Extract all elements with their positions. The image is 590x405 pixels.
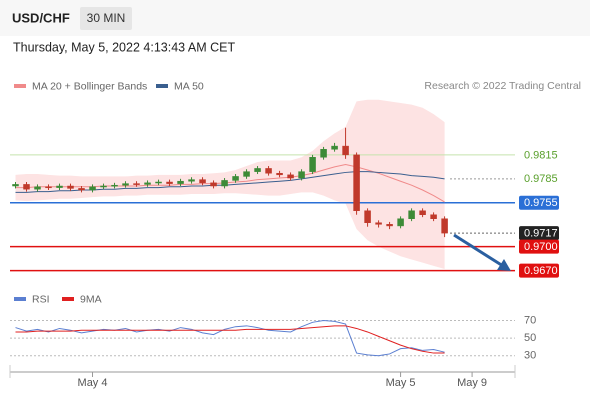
level-label: 0.9700 [524, 241, 558, 253]
level-label: 0.9717 [524, 228, 558, 240]
rsi-legend-label: RSI [32, 293, 50, 305]
x-tick-label: May 5 [386, 377, 416, 389]
candle-body [287, 174, 294, 179]
rsi-tick-label: 70 [524, 314, 536, 326]
ma-line [15, 171, 445, 193]
candle-body [320, 149, 327, 158]
candle-body [12, 184, 19, 187]
candle-body [353, 154, 360, 212]
candle-body [430, 214, 437, 219]
candle-body [364, 210, 371, 223]
candle-body [298, 171, 305, 179]
level-box [519, 226, 559, 241]
timestamp: Thursday, May 5, 2022 4:13:43 AM CET [13, 40, 235, 54]
timeframe-badge[interactable] [80, 7, 132, 30]
rsi-tick-label: 30 [524, 350, 536, 362]
candle-body [408, 210, 415, 219]
level-box [519, 239, 559, 254]
candle-body [397, 218, 404, 227]
level-label: 0.9785 [524, 173, 558, 185]
candle-body [375, 222, 382, 225]
rsi-line [15, 320, 445, 357]
candle-body [419, 210, 426, 215]
level-box [519, 263, 559, 278]
forecast-arrow-head [497, 259, 511, 271]
candle-body [243, 171, 250, 177]
candle-body [342, 145, 349, 156]
candle-body [34, 186, 41, 190]
level-label: 0.9815 [524, 149, 558, 161]
candle-body [45, 186, 52, 189]
plot-layer: MA 20 + Bollinger Bands MA 50 0.9815 0.9785… [10, 80, 559, 389]
rsi-legend-swatch [14, 297, 26, 301]
candle-body [221, 180, 228, 187]
candle-body [122, 183, 129, 186]
candle-body [441, 218, 448, 234]
pair-title: USD/CHF [12, 10, 70, 25]
candle-body [23, 184, 30, 190]
candle-body [67, 185, 74, 189]
candle-body [309, 157, 316, 172]
rsi-tick-label: 50 [524, 332, 536, 344]
candle-body [265, 168, 272, 174]
candle-body [100, 185, 107, 188]
candle-body [199, 179, 206, 184]
level-label: 0.9755 [524, 197, 558, 209]
candle-body [155, 181, 162, 184]
x-tick-label: May 4 [78, 377, 108, 389]
level-label: 0.9670 [524, 265, 558, 277]
legend-label: MA 20 + Bollinger Bands [32, 80, 147, 92]
candle-body [111, 184, 118, 187]
candle-body [133, 183, 140, 185]
source: Research © 2022 Trading Central [424, 80, 581, 92]
timeframe[interactable]: 30 MIN [87, 11, 126, 25]
candle-body [166, 181, 173, 184]
candle-body [331, 145, 338, 150]
candle-body [78, 188, 85, 191]
rsi-legend-swatch [62, 297, 74, 301]
forecast-arrow [453, 233, 504, 268]
level-box [519, 195, 559, 210]
x-tick-label: May 9 [457, 377, 487, 389]
candle-body [56, 185, 63, 188]
candle-body [177, 180, 184, 184]
candle-body [254, 168, 261, 172]
candle-body [386, 224, 393, 227]
candle-body [89, 186, 96, 191]
candle-body [188, 179, 195, 182]
rsi-line [15, 325, 445, 354]
legend-swatch [14, 84, 26, 88]
candle-body [232, 176, 239, 181]
candle-body [144, 182, 151, 185]
legend-swatch [156, 84, 168, 88]
rsi-legend-label: 9MA [80, 293, 102, 305]
candle-body [276, 172, 283, 176]
legend-label: MA 50 [174, 80, 204, 92]
candle-body [210, 182, 217, 187]
